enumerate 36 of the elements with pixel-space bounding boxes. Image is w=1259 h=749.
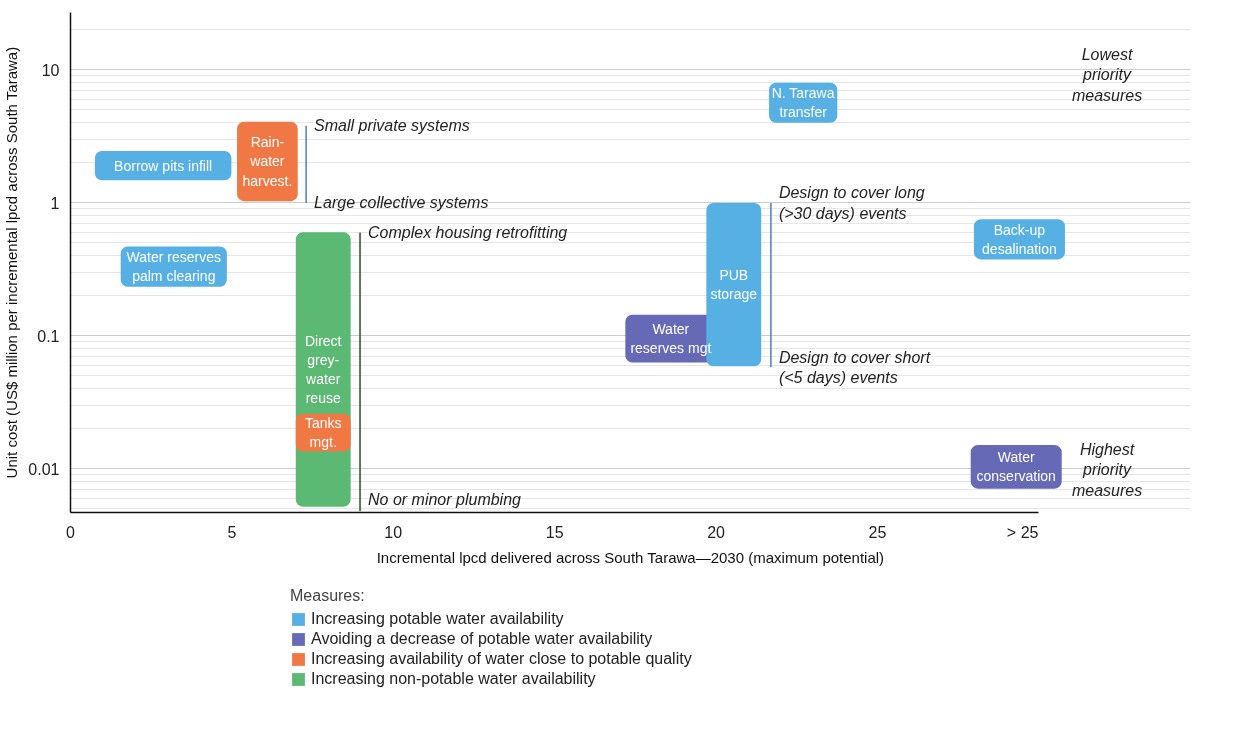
x-tick-label: 15 — [545, 523, 564, 541]
legend-title: Measures: — [290, 587, 366, 605]
legend-label: Increasing availability of water close to potable quality — [311, 650, 692, 668]
x-tick-label: 10 — [384, 523, 403, 541]
y-tick-label: 0.01 — [28, 460, 60, 478]
text: Highest priority measures — [1071, 441, 1143, 499]
y-tick-label: 1 — [50, 194, 60, 212]
annotation: Design to cover short (<5 days) events — [778, 348, 931, 387]
y-tick-label: 10 — [41, 61, 60, 79]
annotation: No or minor plumbing — [368, 491, 522, 509]
annotation: Complex housing retrofitting — [368, 223, 568, 241]
legend-label: Increasing potable water availability — [311, 610, 564, 628]
annotation: Rain- water harvest. — [242, 134, 293, 189]
annotation: Back-up desalination — [982, 221, 1057, 257]
annotation: PUB storage — [710, 267, 758, 303]
annotation: Borrow pits infill — [114, 157, 213, 174]
annotation: Water reserves palm clearing — [126, 249, 221, 285]
annotation: Water reserves mgt — [630, 321, 712, 357]
x-tick-label: 5 — [227, 523, 237, 541]
x-tick-label: > 25 — [1006, 523, 1039, 541]
annotation: Direct grey- water reuse — [304, 332, 342, 407]
annotation: Tanks mgt. — [304, 415, 342, 451]
legend-label: Avoiding a decrease of potable water availability — [311, 630, 653, 648]
annotation: Water conservation — [976, 449, 1056, 485]
x-tick-label: 20 — [707, 523, 726, 541]
x-tick-label: 0 — [66, 523, 76, 541]
legend-label: Increasing non-potable water availability — [311, 670, 596, 688]
y-axis-title: Unit cost (US$ million per incremental lpcd across South Tarawa) — [3, 46, 21, 479]
annotation: N. Tarawa transfer — [771, 85, 835, 121]
annotation: Design to cover long (>30 days) events — [778, 184, 925, 222]
x-tick-label: 25 — [868, 523, 887, 541]
x-axis-title: Incremental lpcd delivered across South Tarawa—2030 (maximum potential) — [376, 548, 885, 566]
text: Lowest priority measures — [1071, 46, 1143, 104]
annotation: Small private systems — [314, 117, 470, 135]
annotation: Large collective systems — [314, 194, 489, 212]
y-tick-label: 0.1 — [37, 327, 60, 345]
